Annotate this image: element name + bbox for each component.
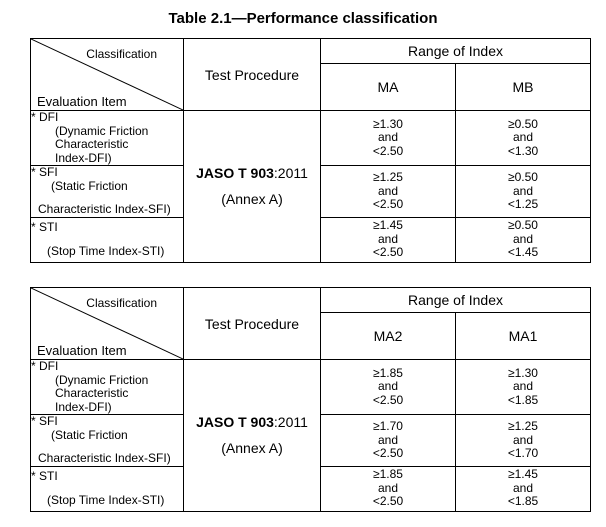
value-cell: ≥1.30 and <2.50 bbox=[320, 110, 456, 166]
range-of-index-header: Range of Index bbox=[320, 38, 591, 64]
item-desc-line: Index-DFI) bbox=[55, 399, 112, 414]
value-line: ≥1.30 bbox=[373, 116, 403, 131]
value-line: ≥1.85 bbox=[373, 467, 403, 482]
value-line: and bbox=[512, 231, 534, 246]
item-desc-line: Characteristic Index-SFI) bbox=[38, 202, 171, 216]
procedure-standard: JASO T 903 bbox=[196, 414, 274, 431]
value-line: <2.50 bbox=[372, 494, 404, 509]
value-line: <2.50 bbox=[372, 446, 404, 460]
item-desc-line: (Dynamic Friction bbox=[55, 123, 149, 138]
value-cell: ≥1.70 and <2.50 bbox=[320, 414, 456, 467]
item-name: * DFI bbox=[31, 110, 59, 124]
value-line: <2.50 bbox=[372, 245, 404, 260]
value-line: and bbox=[512, 183, 534, 198]
item-desc-line: (Stop Time Index-STI) bbox=[47, 492, 165, 507]
value-line: <2.50 bbox=[372, 392, 404, 407]
value-cell: ≥0.50 and <1.25 bbox=[455, 165, 591, 218]
value-cell: ≥1.45 and <2.50 bbox=[320, 216, 456, 263]
value-line: and bbox=[377, 379, 399, 394]
value-line: ≥1.25 bbox=[508, 419, 538, 433]
performance-table-1: Classification Evaluation Item Test Proc… bbox=[30, 38, 591, 263]
item-name: * DFI bbox=[31, 359, 59, 373]
value-line: <1.45 bbox=[507, 245, 539, 260]
range-of-index-header: Range of Index bbox=[320, 287, 591, 313]
value-line: and bbox=[512, 379, 534, 394]
item-name: * STI bbox=[31, 469, 58, 483]
item-desc-line: (Static Friction bbox=[51, 427, 128, 442]
value-cell: ≥0.50 and <1.45 bbox=[455, 216, 591, 263]
performance-table-2: Classification Evaluation Item Test Proc… bbox=[30, 287, 591, 512]
value-line: ≥1.45 bbox=[373, 218, 403, 233]
procedure-annex: (Annex A) bbox=[221, 191, 283, 208]
item-desc-line: Characteristic bbox=[55, 137, 129, 151]
column-header-ma1: MA1 bbox=[455, 312, 591, 360]
value-line: ≥1.25 bbox=[373, 170, 403, 184]
classification-label: Classification bbox=[86, 47, 157, 61]
value-cell: ≥1.85 and <2.50 bbox=[320, 465, 456, 512]
value-cell: ≥0.50 and <1.30 bbox=[455, 110, 591, 166]
item-desc-line: Index-DFI) bbox=[55, 150, 112, 165]
value-line: ≥1.70 bbox=[373, 419, 403, 433]
value-line: <1.85 bbox=[507, 494, 539, 509]
column-header-ma2: MA2 bbox=[320, 312, 456, 360]
test-procedure-header: Test Procedure bbox=[183, 287, 321, 360]
value-cell: ≥1.85 and <2.50 bbox=[320, 359, 456, 415]
value-line: <1.30 bbox=[507, 143, 539, 158]
diagonal-line bbox=[31, 288, 183, 359]
value-cell: ≥1.25 and <1.70 bbox=[455, 414, 591, 467]
classification-label: Classification bbox=[86, 296, 157, 310]
value-line: <2.50 bbox=[372, 197, 404, 211]
evaluation-item-label: Evaluation Item bbox=[37, 343, 127, 358]
column-header-mb: MB bbox=[455, 63, 591, 111]
column-header-ma: MA bbox=[320, 63, 456, 111]
item-desc-line: (Dynamic Friction bbox=[55, 372, 149, 387]
value-line: ≥1.30 bbox=[508, 365, 538, 380]
value-line: and bbox=[377, 130, 399, 145]
row-sfi-item: * SFI (Static Friction Characteristic In… bbox=[30, 414, 184, 467]
item-desc-line: (Static Friction bbox=[51, 178, 128, 193]
value-line: and bbox=[377, 231, 399, 246]
row-sti-item: * STI (Stop Time Index-STI) bbox=[30, 216, 184, 263]
value-line: and bbox=[512, 432, 534, 447]
value-line: ≥0.50 bbox=[508, 170, 538, 184]
value-line: <1.25 bbox=[507, 197, 539, 211]
procedure-year: :2011 bbox=[273, 414, 308, 431]
procedure-standard: JASO T 903 bbox=[196, 165, 274, 182]
value-line: and bbox=[377, 183, 399, 198]
value-line: <1.70 bbox=[507, 446, 539, 460]
test-procedure-cell: JASO T 903:2011 (Annex A) bbox=[183, 359, 321, 512]
diagonal-line bbox=[31, 39, 183, 110]
value-line: ≥0.50 bbox=[508, 218, 538, 233]
evaluation-item-label: Evaluation Item bbox=[37, 94, 127, 109]
row-sti-item: * STI (Stop Time Index-STI) bbox=[30, 465, 184, 512]
table-title: Table 2.1—Performance classification bbox=[168, 10, 438, 27]
value-line: ≥1.45 bbox=[508, 467, 538, 482]
header-diagonal-cell: Classification Evaluation Item bbox=[30, 287, 184, 360]
procedure-annex: (Annex A) bbox=[221, 440, 283, 457]
value-line: ≥0.50 bbox=[508, 116, 538, 131]
procedure-year: :2011 bbox=[273, 165, 308, 182]
row-dfi-item: * DFI (Dynamic Friction Characteristic I… bbox=[30, 110, 184, 166]
value-cell: ≥1.30 and <1.85 bbox=[455, 359, 591, 415]
item-desc-line: Characteristic bbox=[55, 386, 129, 400]
value-cell: ≥1.45 and <1.85 bbox=[455, 465, 591, 512]
value-cell: ≥1.25 and <2.50 bbox=[320, 165, 456, 218]
value-line: and bbox=[377, 480, 399, 495]
value-line: <1.85 bbox=[507, 392, 539, 407]
item-desc-line: (Stop Time Index-STI) bbox=[47, 243, 165, 258]
value-line: ≥1.85 bbox=[373, 365, 403, 380]
test-procedure-header: Test Procedure bbox=[183, 38, 321, 111]
row-dfi-item: * DFI (Dynamic Friction Characteristic I… bbox=[30, 359, 184, 415]
value-line: and bbox=[377, 432, 399, 447]
value-line: and bbox=[512, 480, 534, 495]
item-desc-line: Characteristic Index-SFI) bbox=[38, 451, 171, 465]
item-name: * SFI bbox=[31, 414, 58, 428]
value-line: and bbox=[512, 130, 534, 145]
test-procedure-cell: JASO T 903:2011 (Annex A) bbox=[183, 110, 321, 263]
item-name: * STI bbox=[31, 220, 58, 234]
value-line: <2.50 bbox=[372, 143, 404, 158]
row-sfi-item: * SFI (Static Friction Characteristic In… bbox=[30, 165, 184, 218]
item-name: * SFI bbox=[31, 165, 58, 179]
header-diagonal-cell: Classification Evaluation Item bbox=[30, 38, 184, 111]
